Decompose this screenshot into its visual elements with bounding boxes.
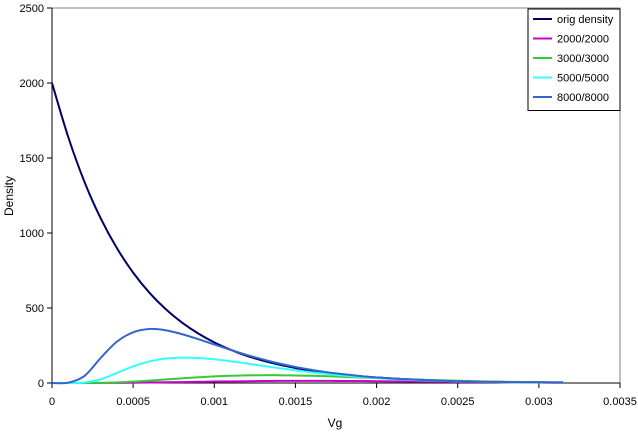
- series-line-4: [51, 327, 564, 385]
- x-tick-label: 0.002: [363, 396, 391, 408]
- plot-border: [51, 7, 621, 384]
- x-axis: 0 0.0005 0.001 0.0015 0.002 0.0025 0.003 0.0035: [49, 382, 637, 408]
- legend-box: [527, 8, 621, 111]
- legend-entry: 8000/8000: [557, 92, 609, 104]
- y-tick-label: 1000: [20, 228, 44, 240]
- x-tick-label: 0.0015: [279, 396, 313, 408]
- legend-entry: orig density: [557, 14, 614, 26]
- series-layer: [51, 82, 564, 385]
- x-tick-label: 0.0025: [441, 396, 475, 408]
- y-tick-label: 2000: [20, 78, 44, 90]
- x-axis-label: Vg: [328, 416, 343, 430]
- x-tick-label: 0: [49, 396, 55, 408]
- y-tick-label: 0: [38, 378, 44, 390]
- legend: orig density 2000/2000 3000/3000 5000/5000 8…: [527, 8, 621, 111]
- x-tick-label: 0.003: [525, 396, 553, 408]
- plot-area: [51, 7, 621, 384]
- y-axis-label: Density: [2, 176, 16, 216]
- legend-entry: 5000/5000: [557, 73, 609, 85]
- x-tick-label: 0.0005: [116, 396, 150, 408]
- y-axis: 0 500 1000 1500 2000 2500: [20, 3, 53, 390]
- legend-entry: 2000/2000: [557, 34, 609, 46]
- x-tick-label: 0.001: [201, 396, 229, 408]
- y-tick-label: 500: [26, 303, 44, 315]
- y-tick-label: 1500: [20, 153, 44, 165]
- legend-entry: 3000/3000: [557, 53, 609, 65]
- y-tick-label: 2500: [20, 3, 44, 15]
- x-tick-label: 0.0035: [603, 396, 637, 408]
